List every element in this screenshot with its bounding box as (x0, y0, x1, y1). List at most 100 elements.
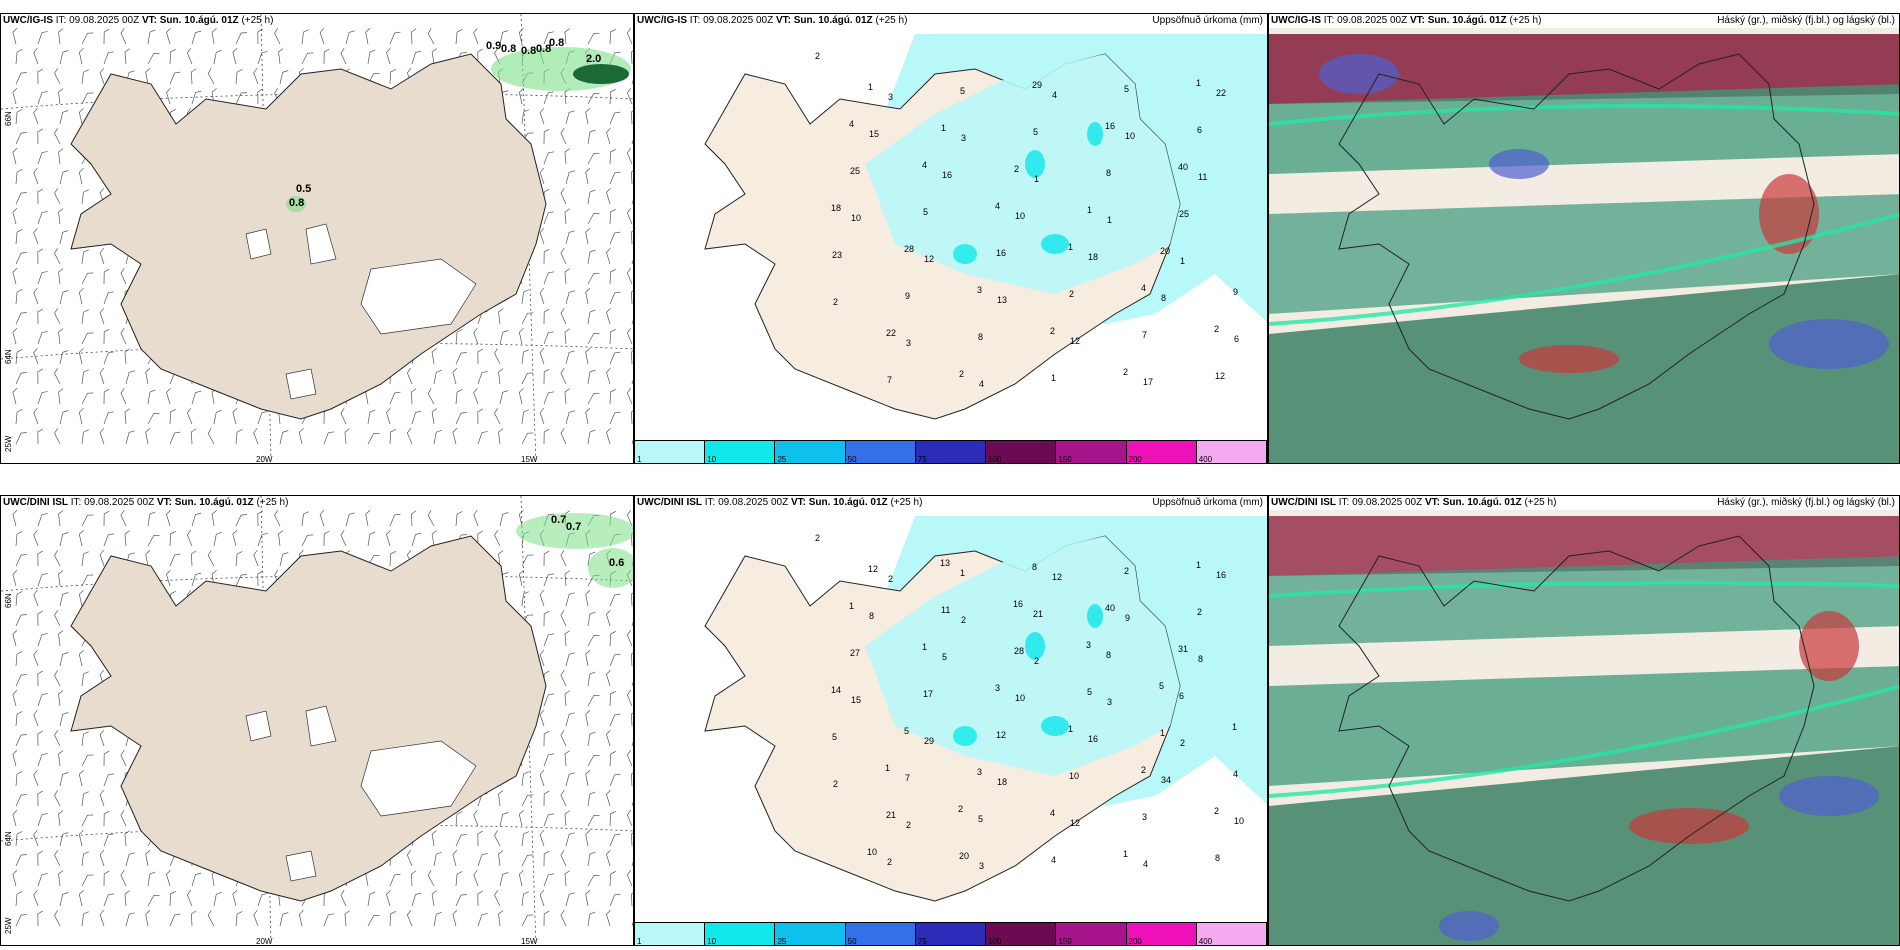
wind-barb (344, 428, 350, 445)
precip-value: 5 (923, 207, 928, 217)
wind-barb (539, 107, 545, 125)
panel-title: Uppsöfnuð úrkoma (mm) (1152, 497, 1263, 508)
wind-barb (124, 830, 130, 847)
wind-barb (543, 850, 550, 867)
wind-barb (539, 769, 545, 787)
precip-value: 14 (831, 685, 841, 695)
wind-barb (498, 428, 504, 445)
wind-barb (631, 830, 633, 847)
precip-value: 22 (886, 328, 896, 338)
wind-panel-dini: UWC/DINI ISL IT: 09.08.2025 00Z VT: Sun.… (0, 495, 634, 946)
wind-barb (145, 550, 151, 567)
wind-barb (499, 330, 509, 345)
wind-barb (54, 670, 61, 687)
wind-barb (477, 408, 483, 425)
wind-barb (626, 750, 633, 767)
wind-barb (609, 773, 621, 787)
wind-barb (521, 409, 529, 425)
wind-barb (494, 408, 501, 425)
wind-barb (235, 429, 243, 445)
wind-barb (521, 771, 529, 787)
wind-barb (15, 372, 27, 385)
precip-value: 2 (1214, 806, 1219, 816)
wind-barb (33, 649, 39, 667)
colorbar-label: 25 (777, 937, 787, 946)
wind-value: 0.7 (566, 521, 581, 533)
wind-barb (565, 110, 575, 125)
wind-barb (257, 411, 268, 425)
wind-barb (585, 830, 591, 847)
wind-barb (518, 510, 524, 527)
wind-barb (427, 510, 435, 527)
wind-barb (587, 369, 596, 385)
wind-barb (15, 409, 23, 425)
wind-barb (169, 71, 181, 85)
wind-barb (543, 753, 555, 767)
wind-barb (58, 690, 64, 707)
wind-barb (518, 810, 524, 827)
wind-barb (564, 148, 570, 165)
precip-value: 2 (1014, 164, 1019, 174)
wind-barb (427, 388, 435, 405)
wind-value: 0.8 (521, 45, 536, 57)
wind-barb (473, 509, 479, 527)
wind-barb (543, 331, 555, 345)
wind-barb (81, 574, 94, 587)
wind-barb (103, 810, 110, 827)
wind-barb (186, 48, 193, 65)
wind-barb (147, 412, 160, 425)
precip-value: 9 (1233, 287, 1238, 297)
lat-label: 66N (4, 111, 13, 126)
wind-barb (585, 590, 591, 607)
colorbar-label: 150 (1058, 937, 1072, 946)
colorbar-swatch: 25 (775, 441, 846, 463)
precip-value: 4 (995, 201, 1000, 211)
precip-value: 5 (904, 726, 909, 736)
precip-value: 5 (1159, 681, 1164, 691)
wind-barb (54, 188, 61, 205)
wind-barb (103, 268, 110, 285)
precip-value: 12 (868, 564, 878, 574)
wind-barb (521, 591, 529, 607)
wind-barb (631, 288, 633, 305)
wind-barb (411, 510, 417, 527)
precip-value: 3 (1107, 697, 1112, 707)
precip-value: 34 (1161, 775, 1171, 785)
wind-barb (477, 830, 483, 847)
precip-value: 16 (1105, 121, 1115, 131)
wind-barb (54, 610, 61, 627)
wind-barb (494, 348, 501, 365)
wind-barb (12, 387, 18, 405)
wind-barb (389, 873, 401, 887)
precip-value: 20 (1160, 246, 1170, 256)
wind-barb (587, 791, 596, 807)
wind-barb (166, 387, 171, 405)
wind-barb (431, 830, 437, 847)
wind-barb (609, 328, 616, 345)
wind-barb (33, 287, 39, 305)
wind-barb (560, 610, 567, 627)
lat-label: 25W (4, 435, 13, 452)
wind-barb (389, 428, 396, 445)
wind-barb (99, 367, 105, 385)
wind-barb (78, 348, 84, 365)
wind-barb (15, 192, 27, 205)
wind-barb (626, 208, 633, 225)
precip-value: 40 (1178, 162, 1188, 172)
precip-value: 1 (960, 568, 965, 578)
wind-barb (147, 894, 160, 907)
wind-barb (452, 427, 458, 445)
wind-value: 0.8 (501, 43, 516, 55)
colorbar-swatch: 200 (1126, 923, 1197, 945)
wind-barb (54, 368, 61, 385)
wind-barb (33, 589, 39, 607)
precip-value: 16 (1216, 570, 1226, 580)
wind-barb (33, 529, 39, 547)
wind-barb (455, 511, 463, 527)
wind-barb (81, 332, 94, 345)
wind-barb (631, 710, 633, 727)
wind-barb (235, 551, 243, 567)
wind-barb (145, 910, 151, 927)
wind-barb (78, 108, 84, 125)
wind-barb (213, 891, 222, 907)
